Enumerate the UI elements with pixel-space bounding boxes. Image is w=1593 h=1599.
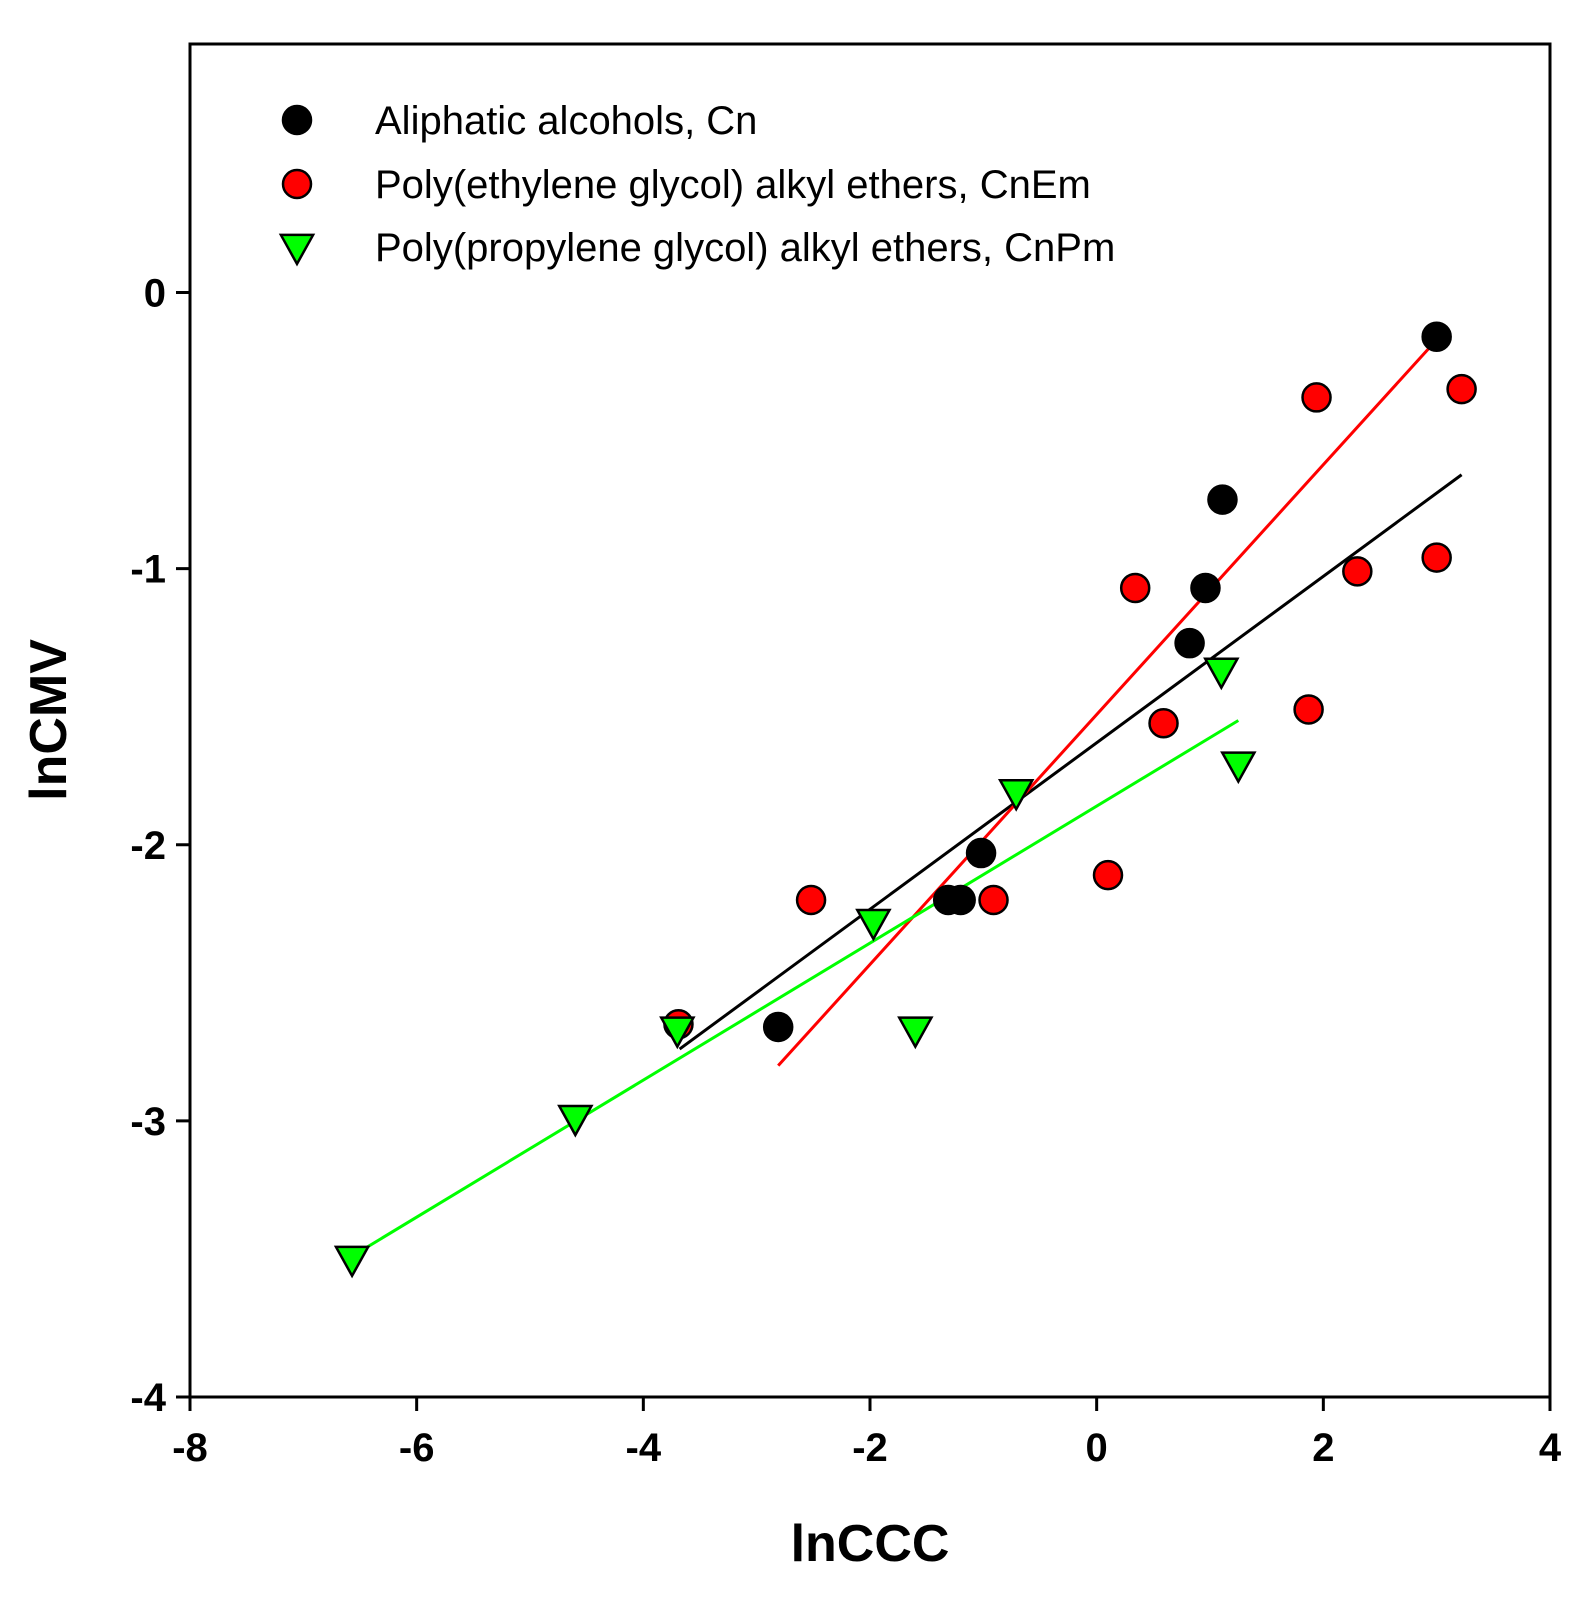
legend-marker-series-2 xyxy=(281,168,313,200)
data-points xyxy=(333,321,1477,1279)
y-axis-title: lnCMV xyxy=(20,639,78,801)
legend-marker-series-1 xyxy=(281,104,313,136)
data-point-series-1 xyxy=(762,1011,794,1043)
x-tick-label: 0 xyxy=(1086,1426,1108,1470)
data-point-series-3 xyxy=(1203,657,1240,691)
x-tick-label: -4 xyxy=(626,1426,662,1470)
data-point-series-3 xyxy=(557,1104,594,1138)
legend-label-series-2: Poly(ethylene glycol) alkyl ethers, CnEm xyxy=(375,163,1091,207)
data-point-series-3 xyxy=(997,778,1035,812)
x-tick-label: -2 xyxy=(852,1426,888,1470)
data-point-series-2 xyxy=(1092,859,1124,891)
data-point-series-3 xyxy=(659,1016,696,1050)
data-point-series-2 xyxy=(1301,382,1332,413)
x-tick-label: 2 xyxy=(1312,1426,1334,1470)
data-point-series-2 xyxy=(795,884,827,916)
data-point-series-3 xyxy=(897,1016,934,1050)
y-tick-label: -1 xyxy=(130,548,166,592)
x-axis-title: lnCCC xyxy=(791,1515,950,1573)
x-tick-label: -8 xyxy=(172,1426,208,1470)
legend-label-series-3: Poly(propylene glycol) alkyl ethers, CnP… xyxy=(375,226,1115,270)
y-tick-label: -4 xyxy=(130,1376,166,1420)
data-point-series-3 xyxy=(1220,751,1257,785)
fit-line-series-3 xyxy=(351,719,1240,1258)
data-point-series-2 xyxy=(1421,542,1452,573)
fit-lines xyxy=(351,341,1463,1258)
fit-line-series-2 xyxy=(777,341,1436,1067)
fit-line-series-1 xyxy=(678,473,1463,1051)
y-tick-label: -2 xyxy=(130,824,166,868)
data-point-series-2 xyxy=(1119,572,1151,604)
data-point-series-2 xyxy=(1342,556,1373,587)
legend-marker-series-3 xyxy=(278,233,316,267)
legend-label-series-1: Aliphatic alcohols, Cn xyxy=(375,99,757,143)
x-tick-label: -6 xyxy=(399,1426,435,1470)
x-axis: -8 -6 -4 -2 0 2 4 xyxy=(172,1397,1562,1470)
y-axis: -4 -3 -2 -1 0 xyxy=(130,272,190,1420)
data-point-series-1 xyxy=(1421,321,1452,352)
legend: Aliphatic alcohols, Cn Poly(ethylene glyc… xyxy=(278,99,1115,270)
data-point-series-1 xyxy=(1174,627,1205,659)
x-tick-label: 4 xyxy=(1539,1426,1562,1470)
data-point-series-1 xyxy=(965,837,997,869)
data-point-series-2 xyxy=(1148,708,1179,739)
data-point-series-3 xyxy=(855,908,892,942)
y-tick-label: -3 xyxy=(130,1100,166,1144)
y-tick-label: 0 xyxy=(144,272,166,316)
data-point-series-1 xyxy=(945,884,976,916)
data-point-series-2 xyxy=(1293,694,1324,725)
data-point-series-1 xyxy=(1207,484,1238,515)
data-point-series-2 xyxy=(1446,373,1477,405)
data-point-series-3 xyxy=(333,1245,371,1279)
data-point-series-1 xyxy=(1190,572,1221,604)
data-point-series-2 xyxy=(978,884,1009,916)
